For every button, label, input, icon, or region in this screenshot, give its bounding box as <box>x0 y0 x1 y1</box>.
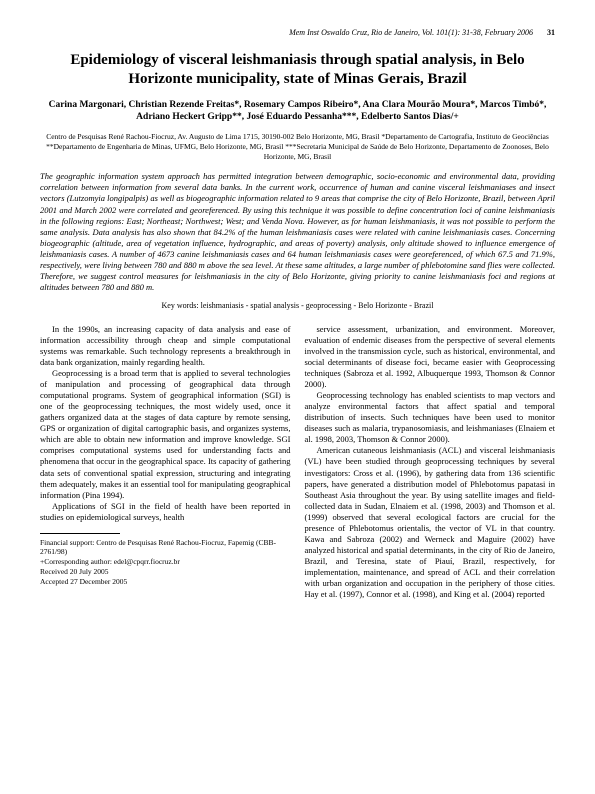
page-number: 31 <box>547 28 555 37</box>
body-paragraph: American cutaneous leishmaniasis (ACL) a… <box>305 445 556 600</box>
footnote-line: Received 20 July 2005 <box>40 567 291 577</box>
body-paragraph: In the 1990s, an increasing capacity of … <box>40 324 291 368</box>
article-title: Epidemiology of visceral leishmaniasis t… <box>40 51 555 89</box>
keywords-line: Key words: leishmaniasis - spatial analy… <box>40 301 555 310</box>
body-columns: In the 1990s, an increasing capacity of … <box>40 324 555 600</box>
footnote-separator <box>40 533 120 534</box>
footnote-line: +Corresponding author: edel@cpqrr.fiocru… <box>40 557 291 567</box>
journal-header: Mem Inst Oswaldo Cruz, Rio de Janeiro, V… <box>40 28 555 37</box>
abstract-text: The geographic information system approa… <box>40 171 555 293</box>
right-column: service assessment, urbanization, and en… <box>305 324 556 600</box>
footnote-block: Financial support: Centro de Pesquisas R… <box>40 538 291 587</box>
footnote-line: Financial support: Centro de Pesquisas R… <box>40 538 291 558</box>
authors-list: Carina Margonari, Christian Rezende Frei… <box>40 99 555 125</box>
left-column: In the 1990s, an increasing capacity of … <box>40 324 291 600</box>
journal-citation: Mem Inst Oswaldo Cruz, Rio de Janeiro, V… <box>289 28 533 37</box>
body-paragraph: Geoprocessing is a broad term that is ap… <box>40 368 291 501</box>
affiliations: Centro de Pesquisas René Rachou-Fiocruz,… <box>40 132 555 161</box>
body-paragraph: service assessment, urbanization, and en… <box>305 324 556 390</box>
footnote-line: Accepted 27 December 2005 <box>40 577 291 587</box>
body-paragraph: Geoprocessing technology has enabled sci… <box>305 390 556 445</box>
body-paragraph: Applications of SGI in the field of heal… <box>40 501 291 523</box>
